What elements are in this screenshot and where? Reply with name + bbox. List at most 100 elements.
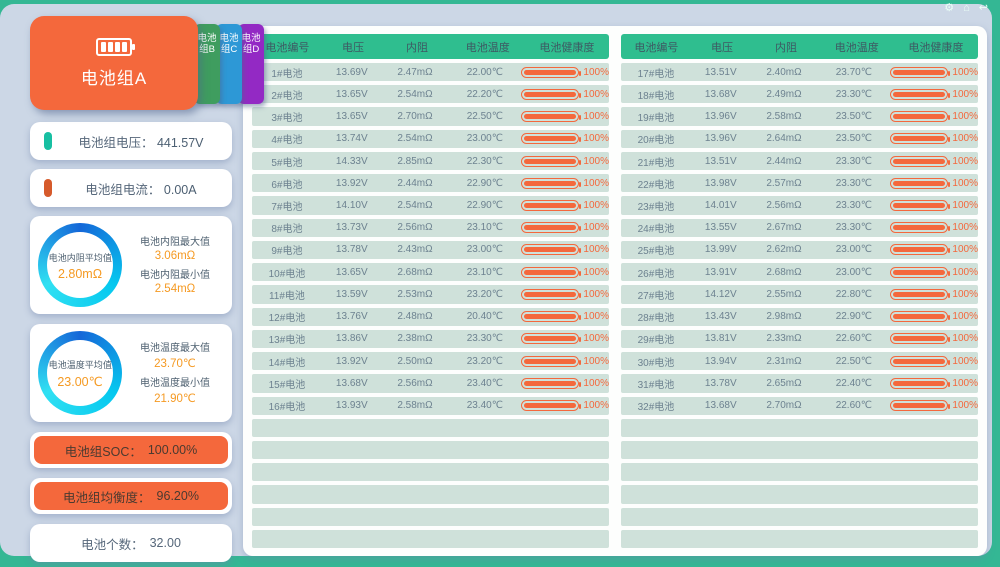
battery-health-fill bbox=[524, 91, 577, 97]
table-row: 11#电池 13.59V 2.53mΩ 23.20℃ 100% bbox=[252, 285, 609, 304]
battery-id: 17#电池 bbox=[637, 68, 675, 80]
health-cell: 100% bbox=[890, 311, 978, 323]
column-header: 电池编号 bbox=[634, 41, 679, 54]
balance-button[interactable]: 电池组均衡度： 96.20% bbox=[34, 482, 228, 510]
battery-health-bar-icon bbox=[521, 333, 582, 345]
resistance-value: 2.38mΩ bbox=[397, 333, 433, 345]
table-row: 2#电池 13.65V 2.54mΩ 22.20℃ 100% bbox=[252, 85, 609, 104]
table-row-empty bbox=[252, 507, 609, 526]
balance-card: 电池组均衡度： 96.20% bbox=[30, 478, 232, 514]
gear-icon[interactable]: ⚙ bbox=[944, 2, 955, 14]
battery-health-bar-icon bbox=[521, 66, 582, 78]
battery-health-fill bbox=[893, 247, 946, 253]
resistance-value: 2.43mΩ bbox=[397, 244, 433, 256]
battery-health-fill bbox=[524, 136, 577, 142]
health-percent: 100% bbox=[583, 200, 609, 212]
battery-id: 7#电池 bbox=[271, 202, 303, 214]
temperature-value: 22.50℃ bbox=[466, 111, 503, 123]
health-percent: 100% bbox=[583, 311, 609, 323]
temperature-value: 23.10℃ bbox=[466, 266, 503, 278]
battery-group-tabs: 电池组D 电池组C 电池组B 电池组A bbox=[30, 16, 264, 110]
battery-count-label: 电池个数： bbox=[81, 537, 144, 552]
temperature-value: 23.00℃ bbox=[466, 244, 503, 256]
table-row: 22#电池 13.98V 2.57mΩ 23.30℃ 100% bbox=[621, 174, 978, 193]
health-percent: 100% bbox=[952, 355, 978, 367]
battery-id: 1#电池 bbox=[271, 68, 303, 80]
health-cell: 100% bbox=[890, 355, 978, 367]
tab-battery-group-b[interactable]: 电池组B bbox=[194, 24, 220, 104]
health-cell: 100% bbox=[521, 355, 609, 367]
voltage-value: 13.92V bbox=[335, 177, 368, 189]
table-row: 29#电池 13.81V 2.33mΩ 22.60℃ 100% bbox=[621, 329, 978, 349]
resistance-value: 2.58mΩ bbox=[397, 400, 433, 412]
tab-battery-group-c[interactable]: 电池组C bbox=[216, 24, 242, 104]
battery-health-bar-icon bbox=[890, 400, 951, 412]
battery-id: 24#电池 bbox=[637, 224, 675, 236]
soc-button[interactable]: 电池组SOC： 100.00% bbox=[34, 436, 228, 464]
voltage-value: 13.96V bbox=[704, 111, 737, 123]
resistance-value: 2.56mΩ bbox=[397, 222, 433, 234]
back-icon[interactable]: ↩ bbox=[978, 2, 988, 14]
battery-id: 2#电池 bbox=[271, 90, 303, 102]
health-cell: 100% bbox=[890, 133, 978, 145]
battery-id: 15#电池 bbox=[268, 379, 306, 391]
health-cell: 100% bbox=[521, 66, 609, 78]
battery-health-fill bbox=[524, 203, 577, 209]
voltage-value: 13.81V bbox=[704, 333, 737, 345]
table-row-empty bbox=[252, 463, 609, 482]
table-row: 5#电池 14.33V 2.85mΩ 22.30℃ 100% bbox=[252, 151, 609, 171]
battery-health-fill bbox=[893, 180, 946, 186]
column-header: 电池健康度 bbox=[908, 41, 964, 54]
resistance-avg-value: 2.80mΩ bbox=[57, 266, 103, 281]
health-cell: 100% bbox=[521, 400, 609, 412]
voltage-value: 13.59V bbox=[335, 288, 368, 300]
resistance-value: 2.57mΩ bbox=[766, 177, 802, 189]
temperature-gauge-card: 电池温度平均值 23.00℃ 电池温度最大值 23.70℃ 电池温度最小值 21… bbox=[30, 324, 232, 422]
resistance-min-label: 电池内阻最小值 bbox=[140, 270, 210, 281]
battery-health-fill bbox=[893, 336, 946, 342]
health-cell: 100% bbox=[890, 222, 978, 234]
health-percent: 100% bbox=[583, 155, 609, 167]
pack-current-value: 0.00A bbox=[163, 182, 197, 197]
health-percent: 100% bbox=[583, 355, 609, 367]
resistance-value: 2.67mΩ bbox=[766, 222, 802, 234]
table-row: 32#电池 13.68V 2.70mΩ 22.60℃ 100% bbox=[621, 396, 978, 415]
column-header: 电池温度 bbox=[834, 41, 879, 54]
table-row-empty bbox=[621, 418, 978, 437]
battery-id: 12#电池 bbox=[268, 313, 306, 325]
battery-health-bar-icon bbox=[890, 66, 951, 78]
sidebar: 电池组D 电池组C 电池组B 电池组A 电池组电压： 441.57V 电池组电流… bbox=[30, 16, 264, 562]
tab-battery-group-a[interactable]: 电池组A bbox=[30, 16, 198, 110]
balance-label: 电池组均衡度： bbox=[63, 490, 151, 505]
table-row: 28#电池 13.43V 2.98mΩ 22.90℃ 100% bbox=[621, 307, 978, 326]
battery-health-bar-icon bbox=[521, 155, 582, 167]
temperature-value: 22.90℃ bbox=[466, 200, 503, 212]
temperature-value: 23.30℃ bbox=[835, 177, 872, 189]
pack-current-card: 电池组电流： 0.00A bbox=[30, 169, 232, 207]
voltage-value: 13.92V bbox=[335, 355, 368, 367]
soc-label: 电池组SOC： bbox=[64, 444, 142, 459]
battery-id: 28#电池 bbox=[637, 313, 675, 325]
battery-table-right: 电池编号 电压 内阻 电池温度 电池健康度 17#电池 13.51V 2.40mΩ 23.70… bbox=[621, 34, 978, 549]
table-row: 6#电池 13.92V 2.44mΩ 22.90℃ 100% bbox=[252, 174, 609, 193]
resistance-value: 2.50mΩ bbox=[397, 355, 433, 367]
health-cell: 100% bbox=[890, 177, 978, 189]
table-header: 电池编号 电压 内阻 电池温度 电池健康度 bbox=[621, 34, 978, 59]
tab-battery-group-d[interactable]: 电池组D bbox=[238, 24, 264, 104]
temperature-min-label: 电池温度最小值 bbox=[140, 378, 210, 389]
battery-id: 10#电池 bbox=[268, 268, 306, 280]
table-row: 24#电池 13.55V 2.67mΩ 23.30℃ 100% bbox=[621, 218, 978, 237]
voltage-value: 14.12V bbox=[704, 288, 737, 300]
battery-id: 8#电池 bbox=[271, 224, 303, 236]
voltage-value: 14.01V bbox=[704, 200, 737, 212]
pack-voltage-value: 441.57V bbox=[156, 135, 204, 150]
battery-health-fill bbox=[524, 158, 577, 164]
table-row-empty bbox=[252, 418, 609, 437]
voltage-value: 13.65V bbox=[335, 88, 368, 100]
health-percent: 100% bbox=[583, 177, 609, 189]
table-row: 25#电池 13.99V 2.62mΩ 23.00℃ 100% bbox=[621, 240, 978, 260]
battery-id: 26#电池 bbox=[637, 268, 675, 280]
home-icon[interactable]: ⌂ bbox=[963, 2, 970, 14]
resistance-min-value: 2.54mΩ bbox=[154, 283, 196, 295]
resistance-value: 2.70mΩ bbox=[397, 111, 433, 123]
